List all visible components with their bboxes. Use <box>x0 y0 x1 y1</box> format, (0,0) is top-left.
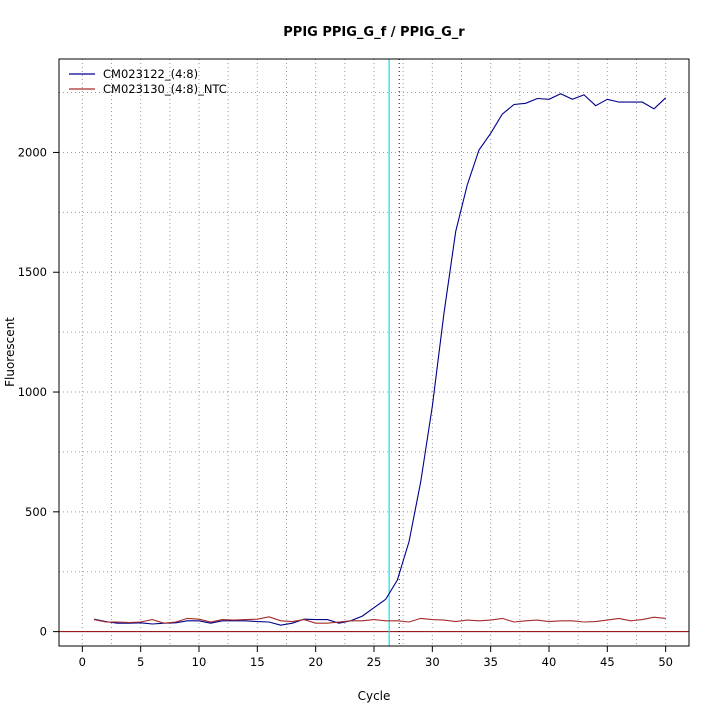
legend: CM023122_(4:8)CM023130_(4:8)_NTC <box>69 67 227 96</box>
x-tick-label: 25 <box>367 655 382 669</box>
threshold-markers <box>388 59 400 646</box>
y-tick-label: 500 <box>25 505 47 519</box>
x-tick-label: 45 <box>600 655 615 669</box>
x-axis-label: Cycle <box>358 689 391 703</box>
x-tick-label: 40 <box>542 655 557 669</box>
series-line-2 <box>93 616 666 624</box>
y-axis-label: Fluorescent <box>3 317 17 387</box>
x-tick-label: 5 <box>137 655 144 669</box>
legend-label: CM023122_(4:8) <box>103 67 198 81</box>
y-tick-label: 1000 <box>18 385 47 399</box>
y-tick-label: 1500 <box>18 265 47 279</box>
series-line-1 <box>93 93 667 626</box>
x-axis: 0 5 10 15 20 25 30 35 40 45 50 <box>79 646 673 669</box>
x-tick-label: 50 <box>658 655 673 669</box>
x-tick-label: 20 <box>308 655 323 669</box>
grid-lines <box>59 59 689 646</box>
y-axis: 0 500 1000 1500 2000 <box>18 145 59 639</box>
y-tick-label: 2000 <box>18 145 47 159</box>
x-tick-label: 15 <box>250 655 265 669</box>
y-tick-label: 0 <box>40 625 47 639</box>
series-lines <box>93 93 667 626</box>
x-tick-label: 0 <box>79 655 86 669</box>
legend-label: CM023130_(4:8)_NTC <box>103 82 227 96</box>
chart-title: PPIG PPIG_G_f / PPIG_G_r <box>283 25 465 40</box>
x-tick-label: 10 <box>192 655 207 669</box>
x-tick-label: 30 <box>425 655 440 669</box>
x-tick-label: 35 <box>483 655 498 669</box>
